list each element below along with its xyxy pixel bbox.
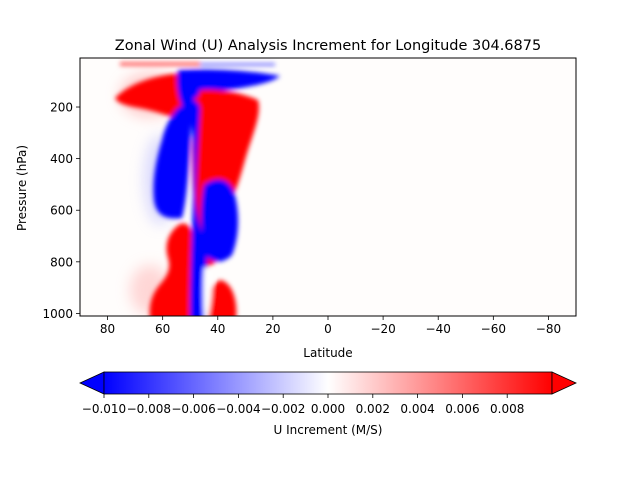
heatmap-field [115,62,280,316]
y-axis-label: Pressure (hPa) [15,145,29,231]
colorbar-tick-label: −0.008 [127,402,171,416]
x-tick-label: −60 [481,322,506,336]
x-tick-label: 60 [155,322,170,336]
x-tick-label: 20 [265,322,280,336]
colorbar-extend-max [551,371,577,395]
x-tick-label: 0 [324,322,332,336]
colorbar-tick-label: −0.002 [261,402,305,416]
colorbar-tick-label: 0.008 [490,402,524,416]
colorbar-tick-label: 0.006 [445,402,479,416]
chart-title: Zonal Wind (U) Analysis Increment for Lo… [115,38,541,54]
colorbar-tick-label: −0.004 [216,402,260,416]
colorbar-extend-min [79,371,105,395]
y-tick-label: 600 [50,204,73,218]
colorbar-gradient [103,371,553,395]
x-tick-label: 80 [100,322,115,336]
x-axis-label: Latitude [303,346,352,360]
colorbar-tick-label: 0.004 [400,402,434,416]
colorbar-tick-label: 0.000 [311,402,345,416]
colorbar-tick-label: −0.010 [82,402,126,416]
x-tick-label: −80 [536,322,561,336]
x-tick-label: −40 [426,322,451,336]
x-tick-label: −20 [370,322,395,336]
colorbar-tick-label: −0.006 [171,402,215,416]
y-axis: 200 400 600 800 1000 [42,101,80,321]
y-tick-label: 400 [50,152,73,166]
y-tick-label: 1000 [42,307,73,321]
colorbar-label: U Increment (M/S) [274,423,383,437]
y-tick-label: 800 [50,255,73,269]
x-tick-label: 40 [210,322,225,336]
y-tick-label: 200 [50,101,73,115]
colorbar: −0.010 −0.008 −0.006 −0.004 −0.002 0.000 0.002… [79,371,577,437]
colorbar-tick-label: 0.002 [356,402,390,416]
colorbar-ticks: −0.010 −0.008 −0.006 −0.004 −0.002 0.000 0.002… [82,394,524,416]
x-axis: 80 60 40 20 0 −20 −40 −60 −80 [100,316,561,336]
